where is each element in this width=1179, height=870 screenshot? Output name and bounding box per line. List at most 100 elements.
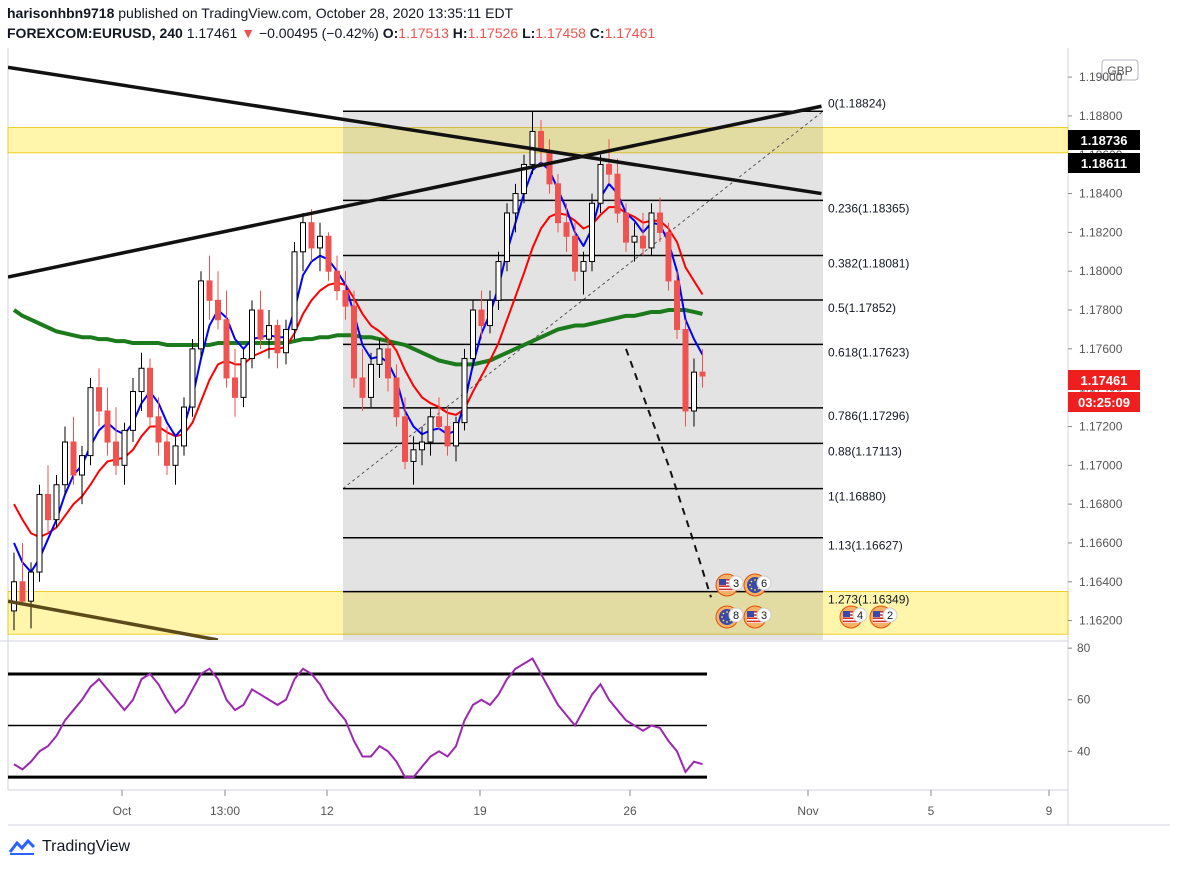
fib-retracement[interactable]: 0(1.18824) 0.236(1.18365) 0.382(1.18081) 0.… <box>342 96 909 640</box>
candle <box>28 562 34 629</box>
trendlines[interactable] <box>8 65 822 640</box>
time-tick-label: 19 <box>473 804 487 818</box>
candle <box>155 397 162 456</box>
close-label: C: <box>589 25 605 41</box>
candle <box>393 364 400 427</box>
candle <box>138 352 145 411</box>
candle <box>410 436 417 485</box>
candle <box>631 222 638 262</box>
fib-level-label: 0.88(1.17113) <box>828 444 902 458</box>
candle <box>427 407 434 456</box>
candle <box>19 542 26 606</box>
rsi-line <box>13 657 703 779</box>
candle <box>648 203 655 256</box>
candle <box>70 416 77 485</box>
open-value: 1.17513 <box>398 25 449 41</box>
time-tick-label: Nov <box>797 804 818 818</box>
high-value: 1.17526 <box>467 25 519 41</box>
event-count: 2 <box>887 610 893 622</box>
us-flag-icon: 3 <box>715 573 744 597</box>
time-tick-label: 12 <box>320 804 334 818</box>
ascending-trendline <box>8 104 822 279</box>
candle <box>104 387 111 456</box>
candle <box>308 209 315 262</box>
event-count: 3 <box>733 578 739 590</box>
low-value: 1.17458 <box>535 25 586 41</box>
price-tag-label: 1.18736 <box>1081 133 1128 148</box>
rsi-tick-label: 40 <box>1077 744 1091 758</box>
candle <box>555 174 561 233</box>
tradingview-logo-icon <box>8 838 36 855</box>
candle <box>512 183 519 233</box>
last-price: 1.17461 <box>186 25 238 41</box>
candle <box>495 251 502 311</box>
candle <box>478 290 485 340</box>
candle <box>266 310 272 359</box>
candle <box>521 154 527 204</box>
fib-level-label: 1.273(1.16349) <box>828 593 909 607</box>
candle <box>342 271 349 320</box>
candle <box>665 222 672 291</box>
candle <box>444 407 451 456</box>
moving-averages <box>12 161 704 574</box>
candle <box>453 416 459 462</box>
candle <box>580 251 587 295</box>
fib-level-label: 1.13(1.16627) <box>828 539 903 553</box>
candle <box>240 348 247 408</box>
eu-flag-icon: 8 <box>715 605 744 629</box>
ema-fast-line <box>13 161 704 574</box>
candle <box>79 445 85 505</box>
candle <box>572 222 578 281</box>
projection-line <box>625 348 712 598</box>
price-tick-label: 1.17200 <box>1079 419 1123 433</box>
candle <box>291 242 298 340</box>
price-tick-label: 1.16200 <box>1079 614 1123 628</box>
tradingview-brand[interactable]: TradingView <box>8 838 130 856</box>
price-tag-label: 1.17461 <box>1081 373 1128 388</box>
candle <box>96 368 102 427</box>
candle <box>470 300 476 369</box>
event-count: 3 <box>761 610 767 622</box>
time-tick-label: 26 <box>623 804 637 818</box>
fib-level-label: 0.618(1.17623) <box>828 345 909 359</box>
price-tick-label: 1.16400 <box>1079 575 1123 589</box>
symbol-name[interactable]: FOREXCOM:EURUSD, 240 <box>7 25 183 41</box>
candle <box>113 407 119 476</box>
candle <box>461 348 468 431</box>
candle <box>597 154 604 213</box>
price-tick-label: 1.16600 <box>1079 536 1123 550</box>
candle <box>368 352 374 408</box>
currency-badge: GBP <box>1101 59 1139 81</box>
event-count: 8 <box>733 610 739 622</box>
lower-trendline <box>8 599 219 640</box>
candle <box>359 348 366 411</box>
candle <box>215 271 221 330</box>
candle <box>274 319 281 369</box>
candlestick-series <box>11 112 706 631</box>
candle <box>36 484 43 582</box>
candle <box>206 255 213 320</box>
us-flag-icon: 4 <box>839 605 868 629</box>
candle <box>376 339 383 378</box>
candle <box>351 290 357 388</box>
fib-level-label: 0.786(1.17296) <box>828 409 909 423</box>
ema-slow-line <box>12 308 703 367</box>
economic-events[interactable]: 3 6 8 3 4 2 <box>715 573 898 629</box>
close-value: 1.17461 <box>604 25 656 41</box>
price-tag: 1.18611 <box>1068 153 1140 173</box>
candle <box>589 193 595 272</box>
eu-flag-icon: 6 <box>743 573 772 597</box>
candle <box>674 271 680 340</box>
candle <box>682 319 689 427</box>
username[interactable]: harisonhbn9718 <box>7 5 115 21</box>
event-count: 4 <box>857 610 863 622</box>
price-tick-label: 1.17000 <box>1079 458 1123 472</box>
projection-path[interactable] <box>625 348 712 598</box>
price-axis[interactable]: GBP1.190001.188001.186001.184001.182001.… <box>1068 59 1140 628</box>
time-axis[interactable]: Oct 13:00 12 19 26 Nov 5 9 <box>113 790 1053 818</box>
price-tick-label: 1.17600 <box>1079 342 1123 356</box>
fib-level-label: 0.5(1.17852) <box>828 301 896 315</box>
candle <box>300 212 306 272</box>
candle <box>62 426 68 495</box>
